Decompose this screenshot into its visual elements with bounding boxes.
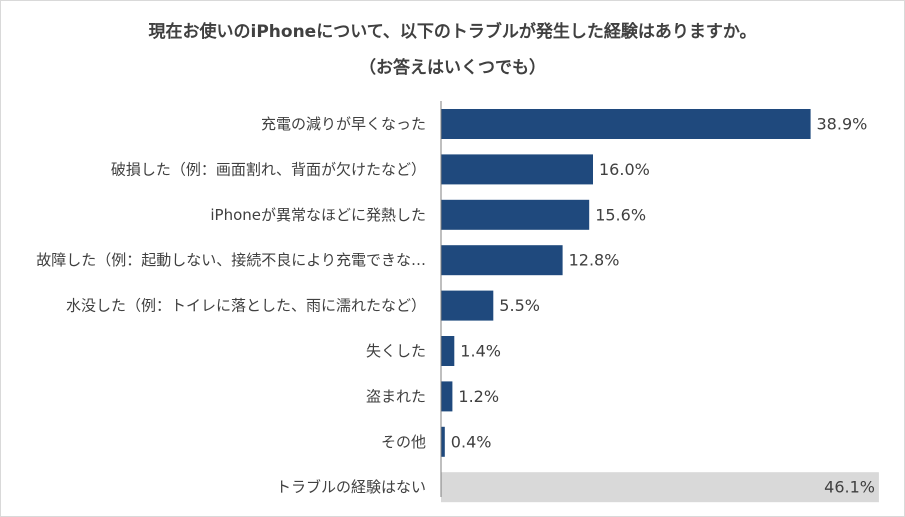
category-label: 水没した（例：トイレに落とした、雨に濡れたなど） (66, 297, 426, 315)
data-label: 5.5% (499, 296, 540, 315)
category-label: 故障した（例：起動しない、接続不良により充電できな… (36, 251, 426, 269)
category-label: トラブルの経験はない (276, 478, 426, 496)
bar (441, 290, 494, 321)
data-label: 0.4% (451, 432, 492, 451)
category-label: 盗まれた (366, 387, 426, 405)
data-label: 38.9% (817, 115, 868, 134)
bar (441, 245, 563, 276)
category-label: iPhoneが異常なほどに発熱した (210, 206, 426, 224)
bar (441, 336, 455, 366)
data-label: 1.2% (458, 387, 499, 406)
bar (441, 154, 593, 185)
chart-title: 現在お使いのiPhoneについて、以下のトラブルが発生した経験はありますか。 (148, 22, 757, 42)
category-label: その他 (381, 433, 426, 451)
category-label: 失くした (366, 342, 426, 360)
bar (441, 381, 453, 412)
chart-subtitle: （お答えはいくつでも） (359, 58, 546, 78)
bar (441, 472, 879, 503)
bar (441, 426, 445, 457)
bar (441, 199, 590, 230)
data-label: 1.4% (460, 342, 501, 361)
data-label: 15.6% (595, 205, 646, 224)
data-label: 12.8% (569, 251, 620, 270)
category-label: 充電の減りが早くなった (261, 115, 426, 133)
bar (441, 109, 811, 139)
data-label: 16.0% (599, 160, 650, 179)
category-label: 破損した（例：画面割れ、背面が欠けたなど） (111, 160, 426, 178)
data-label: 46.1% (824, 478, 875, 497)
